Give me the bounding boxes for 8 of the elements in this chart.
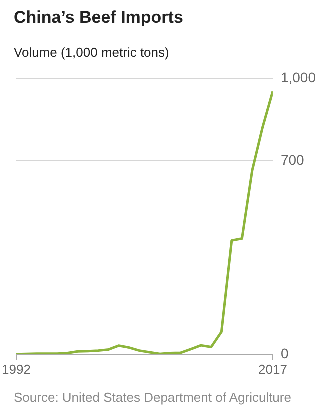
y-tick-label: 700 [280,152,305,168]
chart-title: China’s Beef Imports [14,8,184,28]
y-tick-label: 0 [280,345,289,362]
y-tick-label: 1,000 [280,69,316,86]
x-tick-label: 2017 [258,362,288,377]
x-tick-label: 1992 [2,362,31,377]
source-note: Source: United States Department of Agriculture [14,390,292,405]
chart-subtitle: Volume (1,000 metric tons) [14,45,170,60]
